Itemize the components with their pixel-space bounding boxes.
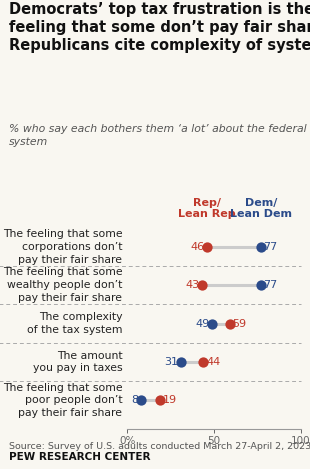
Point — [258, 243, 263, 250]
Point — [210, 320, 215, 327]
Text: PEW RESEARCH CENTER: PEW RESEARCH CENTER — [9, 452, 151, 462]
Text: 77: 77 — [264, 242, 278, 252]
Text: 19: 19 — [163, 395, 177, 405]
Text: Rep/
Lean Rep: Rep/ Lean Rep — [178, 197, 236, 219]
Text: The amount
you pay in taxes: The amount you pay in taxes — [33, 351, 122, 373]
Text: 77: 77 — [264, 280, 278, 290]
Point — [139, 397, 144, 404]
Text: % who say each bothers them ‘a lot’ about the federal tax
system: % who say each bothers them ‘a lot’ abou… — [9, 124, 310, 147]
Text: 31: 31 — [164, 357, 178, 367]
Text: The complexity
of the tax system: The complexity of the tax system — [27, 312, 122, 335]
Text: The feeling that some
corporations don’t
pay their fair share: The feeling that some corporations don’t… — [3, 229, 122, 265]
Text: Dem/
Lean Dem: Dem/ Lean Dem — [230, 197, 292, 219]
Point — [199, 281, 204, 289]
Point — [227, 320, 232, 327]
Point — [258, 281, 263, 289]
Text: 44: 44 — [206, 357, 220, 367]
Text: 59: 59 — [232, 318, 246, 329]
Text: Source: Survey of U.S. adults conducted March 27-April 2, 2023.: Source: Survey of U.S. adults conducted … — [9, 442, 310, 451]
Text: 43: 43 — [185, 280, 199, 290]
Text: Democrats’ top tax frustration is the
feeling that some don’t pay fair share;
Re: Democrats’ top tax frustration is the fe… — [9, 2, 310, 53]
Point — [205, 243, 210, 250]
Text: 46: 46 — [190, 242, 204, 252]
Text: 49: 49 — [195, 318, 210, 329]
Text: The feeling that some
wealthy people don’t
pay their fair share: The feeling that some wealthy people don… — [3, 267, 122, 303]
Text: The feeling that some
poor people don’t
pay their fair share: The feeling that some poor people don’t … — [3, 383, 122, 418]
Point — [201, 358, 206, 366]
Text: 8: 8 — [131, 395, 138, 405]
Point — [157, 397, 162, 404]
Point — [179, 358, 184, 366]
